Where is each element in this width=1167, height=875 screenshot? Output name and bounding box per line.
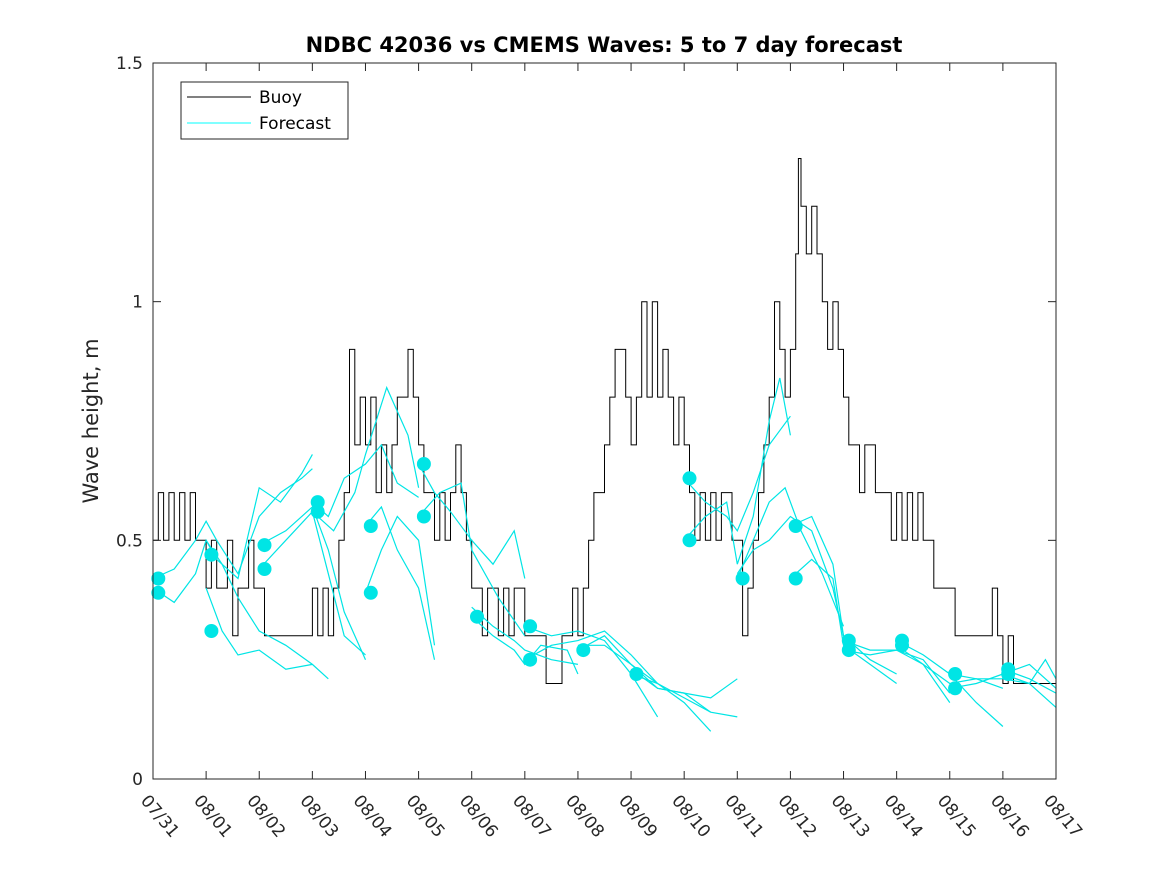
chart-title: NDBC 42036 vs CMEMS Waves: 5 to 7 day fo…	[306, 33, 903, 57]
forecast-line-33	[1002, 658, 1057, 685]
forecast-line-10	[418, 463, 526, 579]
forecast-marker-10	[416, 457, 431, 471]
forecast-marker-7	[310, 504, 325, 519]
forecast-marker-11	[416, 509, 431, 524]
forecast-line-18	[630, 673, 738, 718]
forecast-line-21	[683, 377, 791, 565]
forecast-marker-13	[523, 619, 538, 634]
forecast-line-25	[789, 558, 897, 684]
forecast-marker-9	[363, 585, 378, 600]
forecast-marker-19	[735, 571, 750, 586]
forecast-marker-25	[895, 638, 909, 653]
forecast-line-27	[843, 649, 951, 703]
legend: Buoy Forecast	[180, 81, 349, 140]
forecast-marker-14	[523, 652, 538, 667]
forecast-line-12	[471, 616, 579, 675]
forecast-marker-8	[363, 519, 378, 533]
forecast-marker-17	[682, 471, 697, 486]
forecast-line-23	[736, 515, 845, 636]
forecast-marker-27	[948, 681, 963, 696]
forecast-marker-4	[257, 538, 272, 553]
y-tick-label-1: 0.5	[116, 531, 143, 551]
forecast-marker-23	[841, 643, 856, 658]
forecast-line-22	[736, 486, 845, 627]
forecast-line-11	[418, 482, 526, 637]
forecast-marker-0	[151, 571, 166, 586]
forecast-line-29	[896, 644, 1004, 689]
legend-forecast-label: Forecast	[259, 114, 331, 134]
forecast-line-30	[949, 673, 1057, 708]
forecast-marker-1	[151, 585, 166, 600]
forecast-marker-29	[1001, 667, 1016, 681]
forecast-line-19	[630, 668, 738, 699]
forecast-marker-15	[576, 643, 591, 658]
forecast-line-8	[365, 505, 436, 660]
forecast-marker-12	[470, 609, 484, 624]
forecast-line-0	[152, 468, 313, 580]
forecast-line-20	[683, 415, 791, 533]
forecast-line-5	[258, 510, 366, 656]
y-tick-label-0: 0	[132, 770, 143, 790]
forecast-line-15	[524, 630, 659, 684]
forecast-marker-5	[257, 562, 272, 576]
forecast-marker-20	[788, 519, 803, 533]
forecast-line-1	[152, 454, 313, 604]
y-tick-label-2: 1	[132, 293, 143, 313]
forecast-line-13	[471, 606, 579, 665]
forecast-line-9	[364, 515, 436, 646]
plot-area	[153, 63, 1056, 779]
forecast-marker-21	[788, 571, 803, 586]
forecast-marker-16	[629, 667, 644, 681]
forecast-line-3	[205, 587, 313, 670]
forecast-marker-26	[948, 667, 963, 681]
forecast-series	[152, 377, 1057, 732]
y-axis-label: Wave height, m	[79, 338, 103, 503]
forecast-line-4	[258, 505, 367, 660]
forecast-line-7	[311, 385, 420, 532]
forecast-markers	[151, 457, 1016, 696]
y-tick-label-3: 1.5	[116, 54, 143, 74]
forecast-marker-2	[204, 547, 219, 562]
legend-box	[180, 81, 349, 140]
forecast-line-17	[577, 644, 712, 713]
axes-box	[152, 62, 1057, 780]
forecast-line-6	[311, 443, 419, 518]
buoy-series	[153, 158, 1056, 684]
forecast-marker-18	[682, 533, 697, 548]
forecast-marker-3	[204, 624, 219, 638]
forecast-line-16	[577, 635, 712, 732]
buoy-line	[153, 158, 1056, 684]
legend-buoy-label: Buoy	[259, 88, 302, 108]
forecast-line-24	[790, 515, 897, 675]
